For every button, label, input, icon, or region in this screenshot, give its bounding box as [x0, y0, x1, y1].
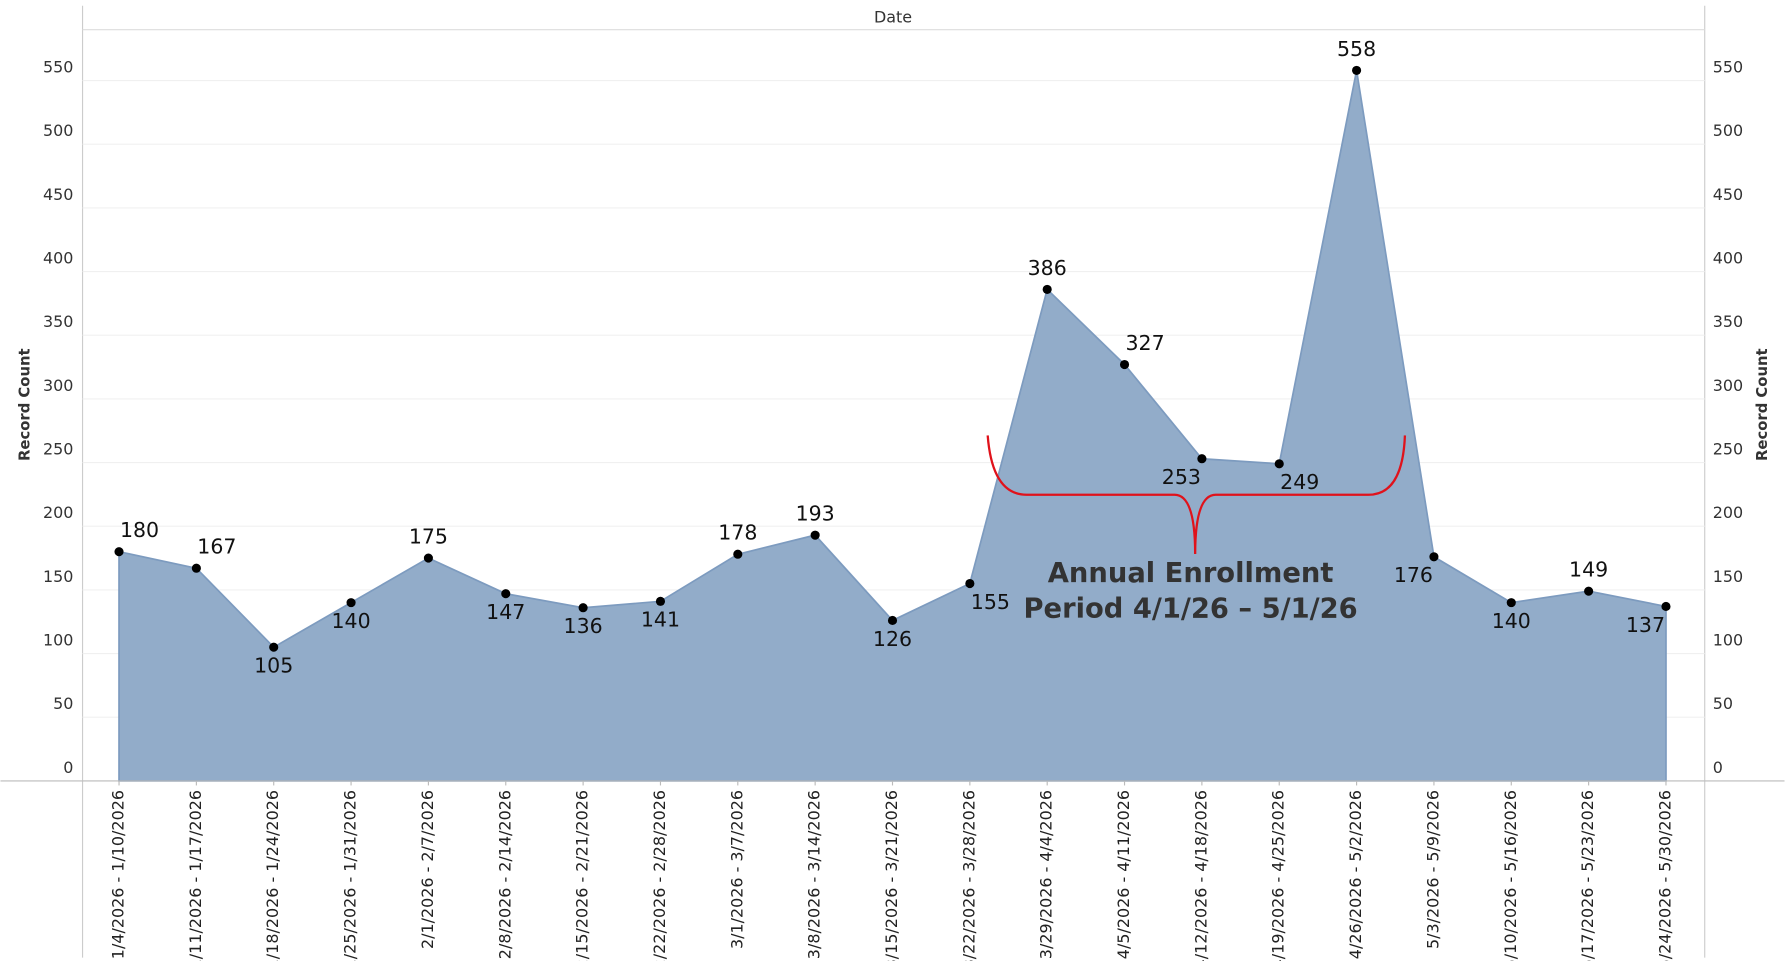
x-tick-label: 4/26/2026 - 5/2/2026: [1346, 790, 1365, 959]
x-tick-label: 5/3/2026 - 5/9/2026: [1423, 790, 1442, 949]
x-axis-title: Date: [874, 8, 912, 27]
value-label: 327: [1125, 331, 1164, 355]
value-label: 167: [197, 535, 236, 559]
y-tick-label: 0: [63, 758, 73, 777]
y2-tick-label: 450: [1713, 185, 1743, 204]
y-tick-label: 150: [43, 567, 73, 586]
y-tick-label: 100: [43, 631, 73, 650]
y2-tick-label: 0: [1713, 758, 1723, 777]
x-tick-label: 3/1/2026 - 3/7/2026: [727, 790, 746, 949]
y2-tick-label: 200: [1713, 503, 1743, 522]
y2-tick-label: 500: [1713, 121, 1743, 140]
x-tick-label: 4/19/2026 - 4/25/2026: [1269, 790, 1288, 961]
value-label: 141: [641, 608, 680, 632]
value-label: 105: [254, 654, 293, 678]
x-tick-label: 1/25/2026 - 1/31/2026: [341, 790, 360, 961]
point: [191, 563, 201, 573]
point: [346, 598, 356, 608]
x-tick-label: 3/15/2026 - 3/21/2026: [882, 790, 901, 961]
x-tick-label: 5/10/2026 - 5/16/2026: [1501, 790, 1520, 961]
point: [1042, 284, 1052, 294]
x-tick-label: 1/4/2026 - 1/10/2026: [109, 790, 128, 959]
x-tick-label: 5/17/2026 - 5/23/2026: [1578, 790, 1597, 961]
y2-tick-label: 250: [1713, 440, 1743, 459]
value-label: 140: [1492, 609, 1531, 633]
y-tick-label: 450: [43, 185, 73, 204]
x-tick-label: 2/1/2026 - 2/7/2026: [418, 790, 437, 949]
y-tick-label: 500: [43, 121, 73, 140]
x-tick-label: 2/22/2026 - 2/28/2026: [650, 790, 669, 961]
value-label: 180: [120, 518, 159, 542]
point: [501, 589, 511, 599]
y-axis-title: Record Count: [17, 348, 34, 461]
value-label: 253: [1162, 465, 1201, 489]
value-label: 137: [1626, 613, 1665, 637]
value-label: 149: [1569, 558, 1608, 582]
value-label: 140: [331, 609, 370, 633]
value-label: 386: [1028, 256, 1067, 280]
annotation: Annual Enrollment: [1048, 558, 1334, 589]
area: [118, 70, 1667, 782]
annotation: Period 4/1/26 – 5/1/26: [1024, 593, 1358, 624]
x-tick-label: 5/24/2026 - 5/30/2026: [1655, 790, 1674, 961]
point: [269, 642, 279, 652]
y2-tick-label: 350: [1713, 312, 1743, 331]
x-tick-label: 1/18/2026 - 1/24/2026: [263, 790, 282, 961]
x-tick-label: 3/8/2026 - 3/14/2026: [805, 790, 824, 959]
point: [1197, 454, 1207, 464]
point: [965, 578, 975, 589]
value-label: 147: [486, 600, 525, 624]
point: [1352, 65, 1362, 75]
value-label: 155: [971, 590, 1010, 614]
value-label: 126: [873, 627, 912, 651]
point: [1661, 601, 1671, 612]
brace: [986, 435, 1407, 555]
y-tick-label: 350: [43, 312, 73, 331]
y-tick-label: 50: [53, 694, 73, 713]
point: [1506, 598, 1516, 608]
y-tick-label: 250: [43, 440, 73, 459]
y2-tick-label: 400: [1713, 249, 1743, 268]
x-tick-label: 2/8/2026 - 2/14/2026: [495, 790, 514, 959]
value-label: 193: [796, 502, 835, 526]
point: [423, 553, 433, 563]
x-tick-label: 4/5/2026 - 4/11/2026: [1114, 790, 1133, 959]
y2-tick-label: 150: [1713, 567, 1743, 586]
point: [1274, 459, 1284, 469]
y-tick-label: 300: [43, 376, 73, 395]
y2-tick-label: 50: [1713, 694, 1733, 713]
y-tick-label: 200: [43, 503, 73, 522]
y-tick-label: 550: [43, 58, 73, 77]
y2-tick-label: 300: [1713, 376, 1743, 395]
y2-tick-label: 100: [1713, 631, 1743, 650]
point: [578, 603, 588, 613]
value-label: 178: [718, 521, 757, 545]
point: [1584, 586, 1594, 596]
point: [810, 530, 820, 540]
point: [887, 615, 898, 626]
value-label: 176: [1394, 563, 1433, 587]
y-tick-label: 400: [43, 249, 73, 268]
value-label: 175: [409, 525, 448, 549]
x-tick-label: 3/22/2026 - 3/28/2026: [959, 790, 978, 961]
x-tick-label: 2/15/2026 - 2/21/2026: [573, 790, 592, 961]
x-tick-label: 3/29/2026 - 4/4/2026: [1037, 790, 1056, 959]
point: [655, 596, 666, 606]
y2-tick-label: 550: [1713, 58, 1743, 77]
point: [1429, 552, 1439, 562]
y2-axis-title: Record Count: [1754, 348, 1771, 461]
point: [114, 547, 124, 557]
x-tick-label: 4/12/2026 - 4/18/2026: [1191, 790, 1210, 961]
point: [1119, 359, 1130, 370]
value-label: 249: [1280, 470, 1319, 494]
x-tick-label: 1/11/2026 - 1/17/2026: [186, 790, 205, 961]
value-label: 558: [1337, 37, 1376, 61]
value-label: 136: [564, 614, 603, 638]
point: [733, 549, 743, 559]
